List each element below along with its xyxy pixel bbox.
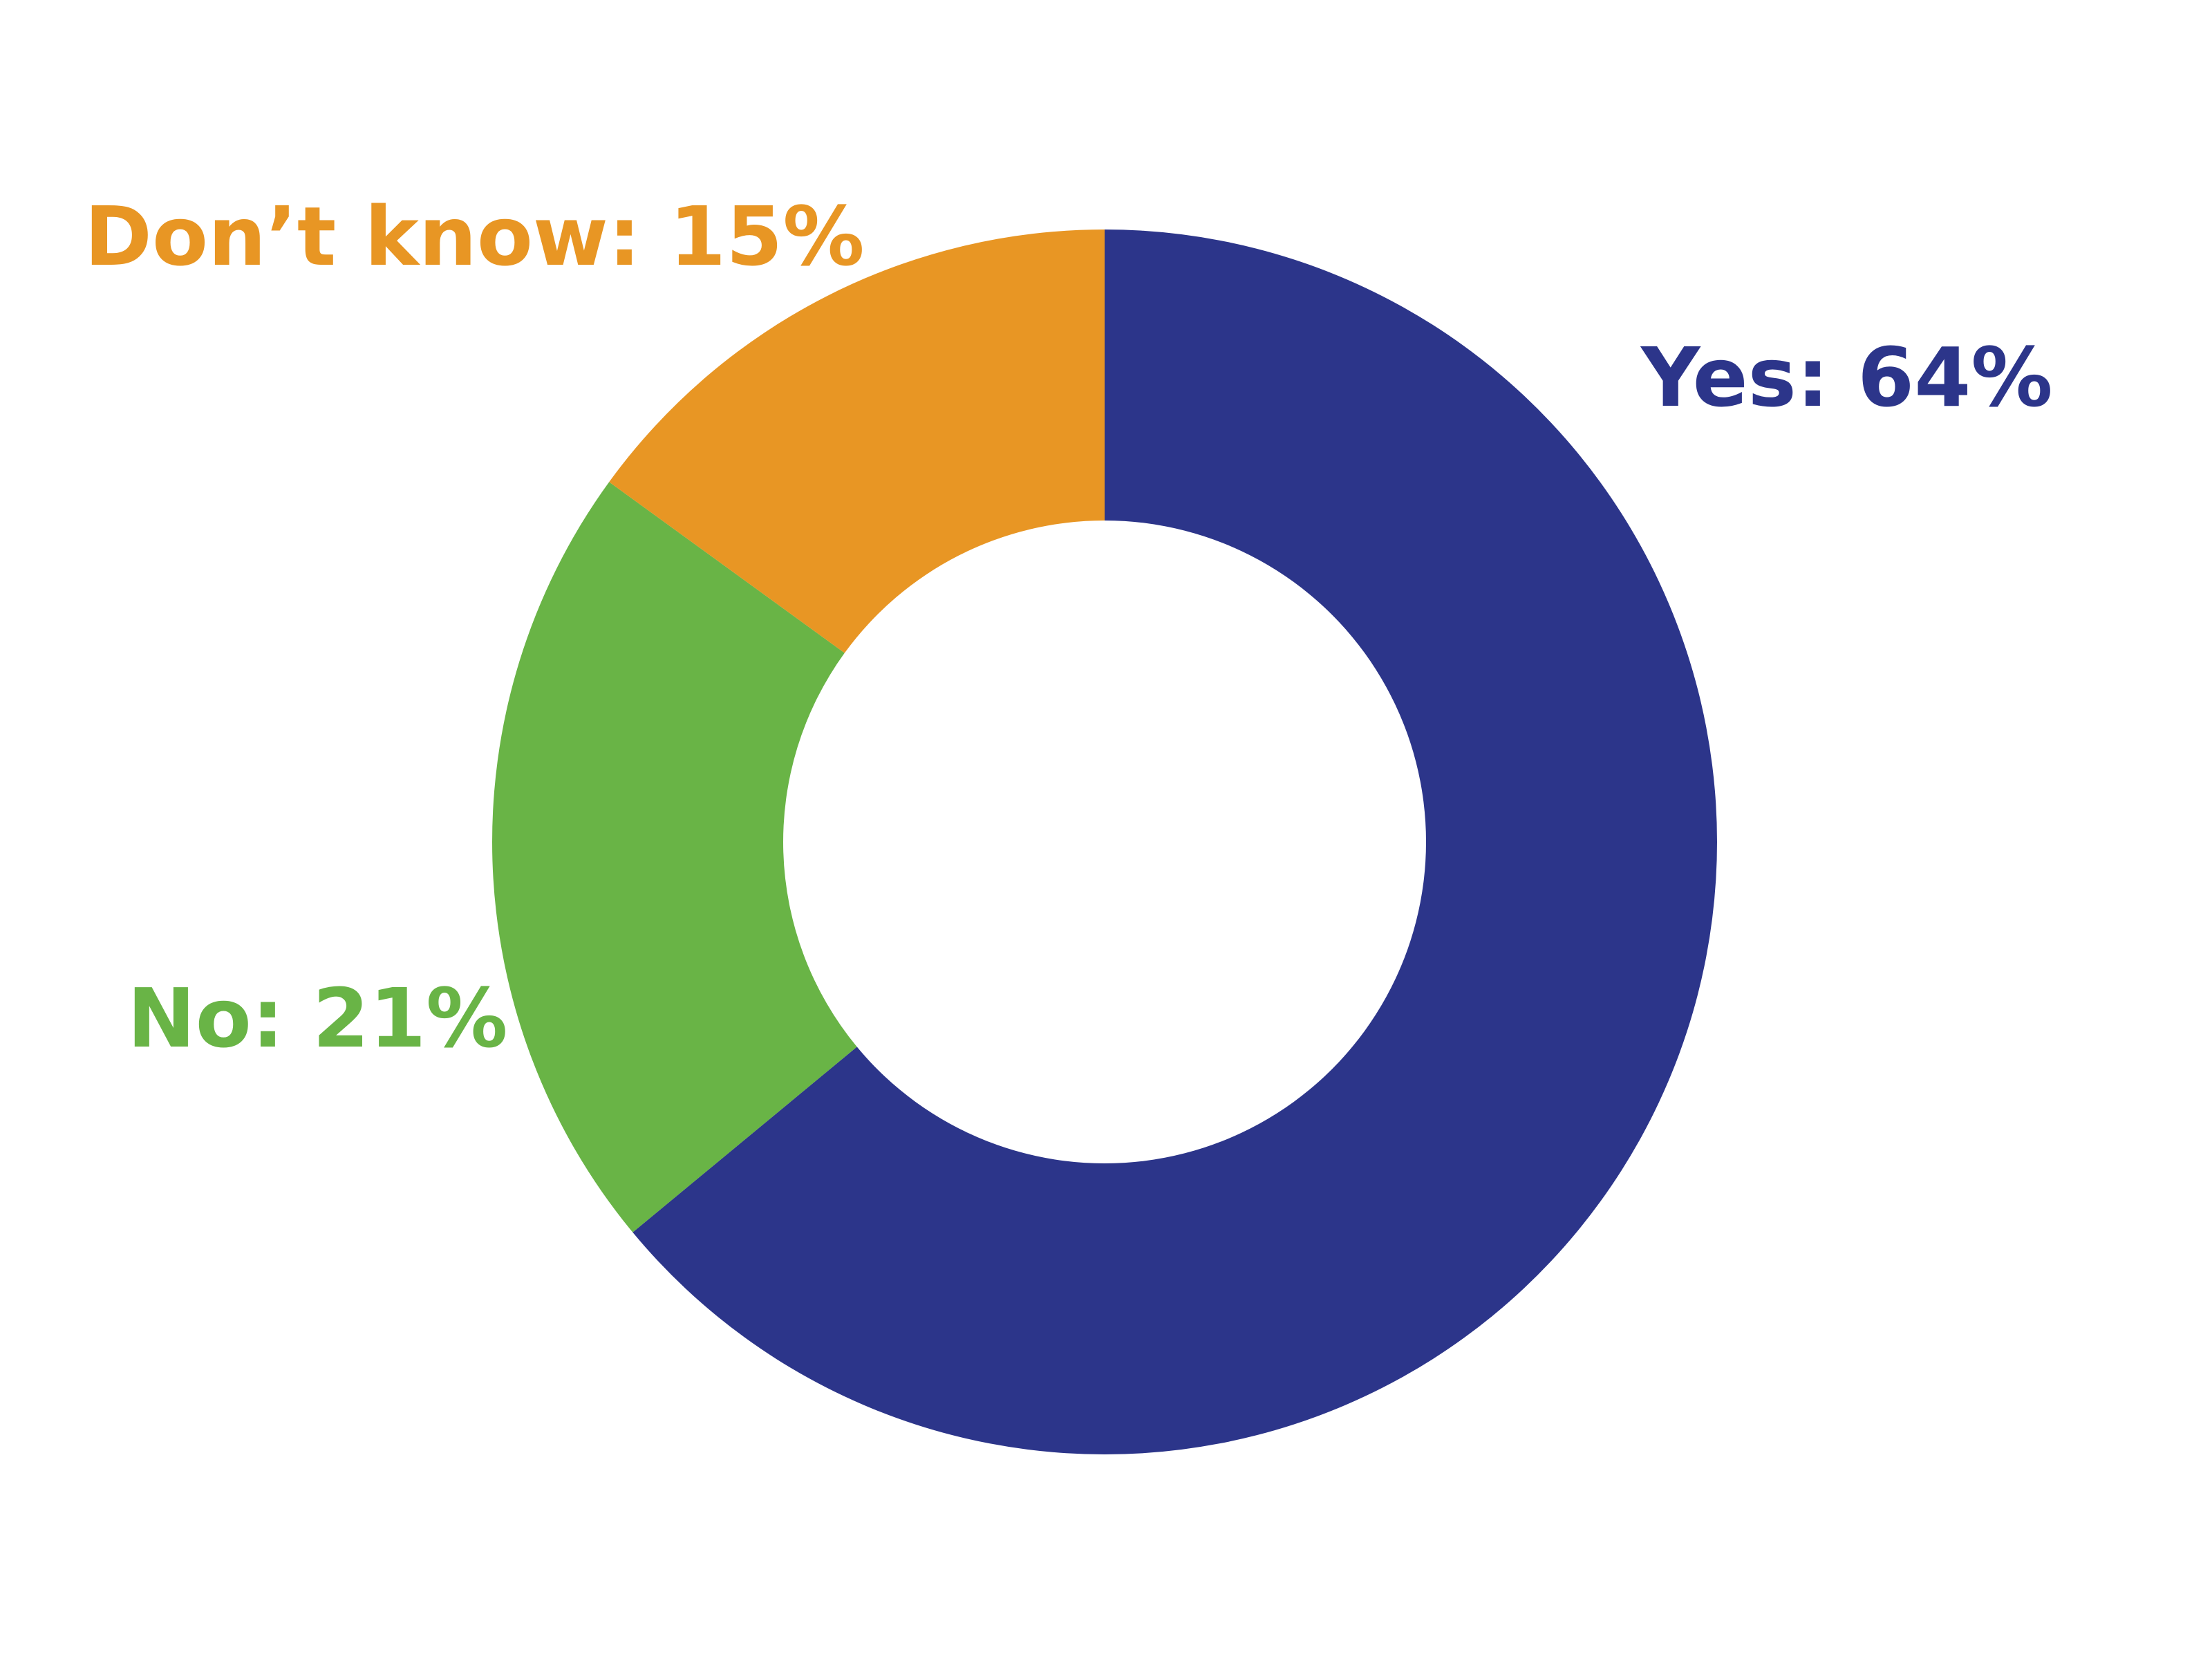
donut-segment	[609, 229, 1105, 653]
data-label: Yes: 64%	[1640, 330, 2053, 425]
donut-segment	[632, 229, 1717, 1454]
data-label: No: 21%	[127, 971, 508, 1066]
data-label: Don’t know: 15%	[84, 189, 865, 284]
donut-segment	[491, 482, 857, 1232]
